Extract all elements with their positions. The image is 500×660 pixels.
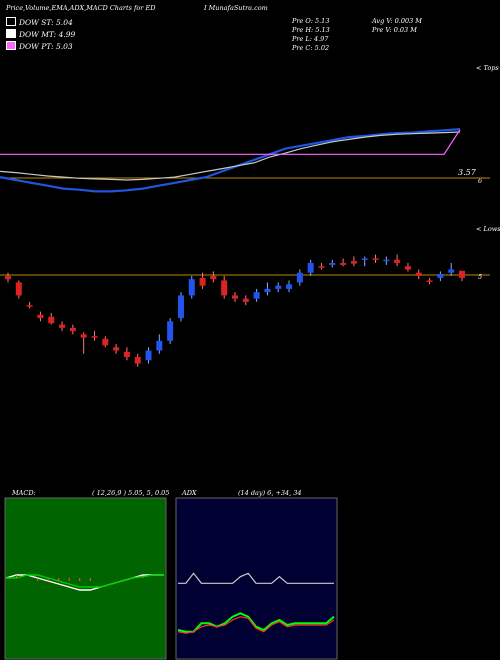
candle-body [102,338,109,346]
stat-prev-high: Pre H: 5.13 [292,26,330,34]
candle-body [394,259,401,263]
candle-body [69,327,76,332]
legend-label-st: DOW ST: 5.04 [19,18,73,27]
candle-body [26,305,33,307]
candle-body [361,258,368,260]
candle-lows-label: < Lows [476,225,500,233]
candle-body [404,266,411,270]
candle-body [329,262,336,265]
candle-body [415,272,422,276]
candle-body [459,270,465,278]
ema-line-1 [0,131,461,181]
legend-dow-pt: DOW PT: 5.03 [6,41,73,51]
ema-line-0 [0,128,461,193]
macd-line-1 [6,574,164,588]
candle-body [264,288,271,293]
legend-label-mt: DOW MT: 4.99 [19,30,76,39]
stat-avg-vol: Avg V: 0.003 M [372,17,422,25]
candle-body [91,336,98,338]
candle-body [221,280,228,296]
candle-body [113,347,120,351]
candle-body [134,357,141,364]
candle-body [253,292,260,299]
candle-body [48,316,55,324]
macd-frame [4,497,167,660]
candle-body [275,285,282,289]
candle-right-label: 5 [478,273,483,281]
candle-body [340,262,347,265]
candle-body [242,298,249,302]
candle-body [80,334,87,338]
adx-line-1 [177,612,335,633]
candle-body [448,269,455,273]
candle-body [37,314,44,319]
adx-panel [175,497,338,660]
candle-panel [0,254,490,367]
adx-title: ADX [182,489,197,497]
legend-swatch-mt [6,29,16,38]
candle-body [123,351,130,358]
candle-body [156,340,163,351]
legend-dow-mt: DOW MT: 4.99 [6,29,75,39]
ema-tops-label: < Tops [476,64,499,72]
ema-panel [0,128,490,193]
candle-body [210,275,217,280]
candle-body [307,262,314,273]
candle-body [199,277,206,286]
legend-dow-st: DOW ST: 5.04 [6,17,73,27]
stat-prev-close: Pre C: 5.02 [292,44,330,52]
candle-body [167,321,174,341]
macd-panel [4,497,167,660]
adx-line-0 [178,572,334,584]
macd-line-0 [5,574,164,591]
candle-body [15,282,22,296]
candle-body [318,266,325,268]
ema-level-label: 3.57 [458,168,476,177]
stat-prev-open: Pre O: 5.13 [292,17,330,25]
candle-body [145,350,152,361]
legend-swatch-pt [6,41,16,50]
ema-line-2 [0,129,461,155]
candle-body [350,261,357,264]
candle-body [383,259,390,262]
adx-line-2 [177,616,335,634]
legend-label-pt: DOW PT: 5.03 [19,42,73,51]
candle-body [372,258,379,260]
adx-params: (14 day) 6, +34, 34 [238,489,302,497]
candle-body [5,275,11,280]
candle-body [296,272,303,283]
stat-prev-low: Pre L: 4.97 [292,35,329,43]
chart-title: Price,Volume,EMA,ADX,MACD Charts for ED [6,4,156,12]
candle-body [426,280,433,282]
stat-prev-vol: Pre V: 0.03 M [372,26,417,34]
candle-body [59,324,66,328]
legend-swatch-st [6,17,16,26]
candle-body [188,279,195,296]
macd-title: MACD: [12,489,36,497]
ema-right-label: 6 [478,177,483,185]
candle-body [232,295,238,299]
macd-params: ( 12,26,9 ) 5.05, 5, 0.05 [92,489,170,497]
candle-body [437,274,444,278]
adx-frame [175,497,338,660]
candle-body [286,284,293,289]
candle-body [177,295,184,319]
site-label: I MunafaSutra.com [204,4,268,12]
